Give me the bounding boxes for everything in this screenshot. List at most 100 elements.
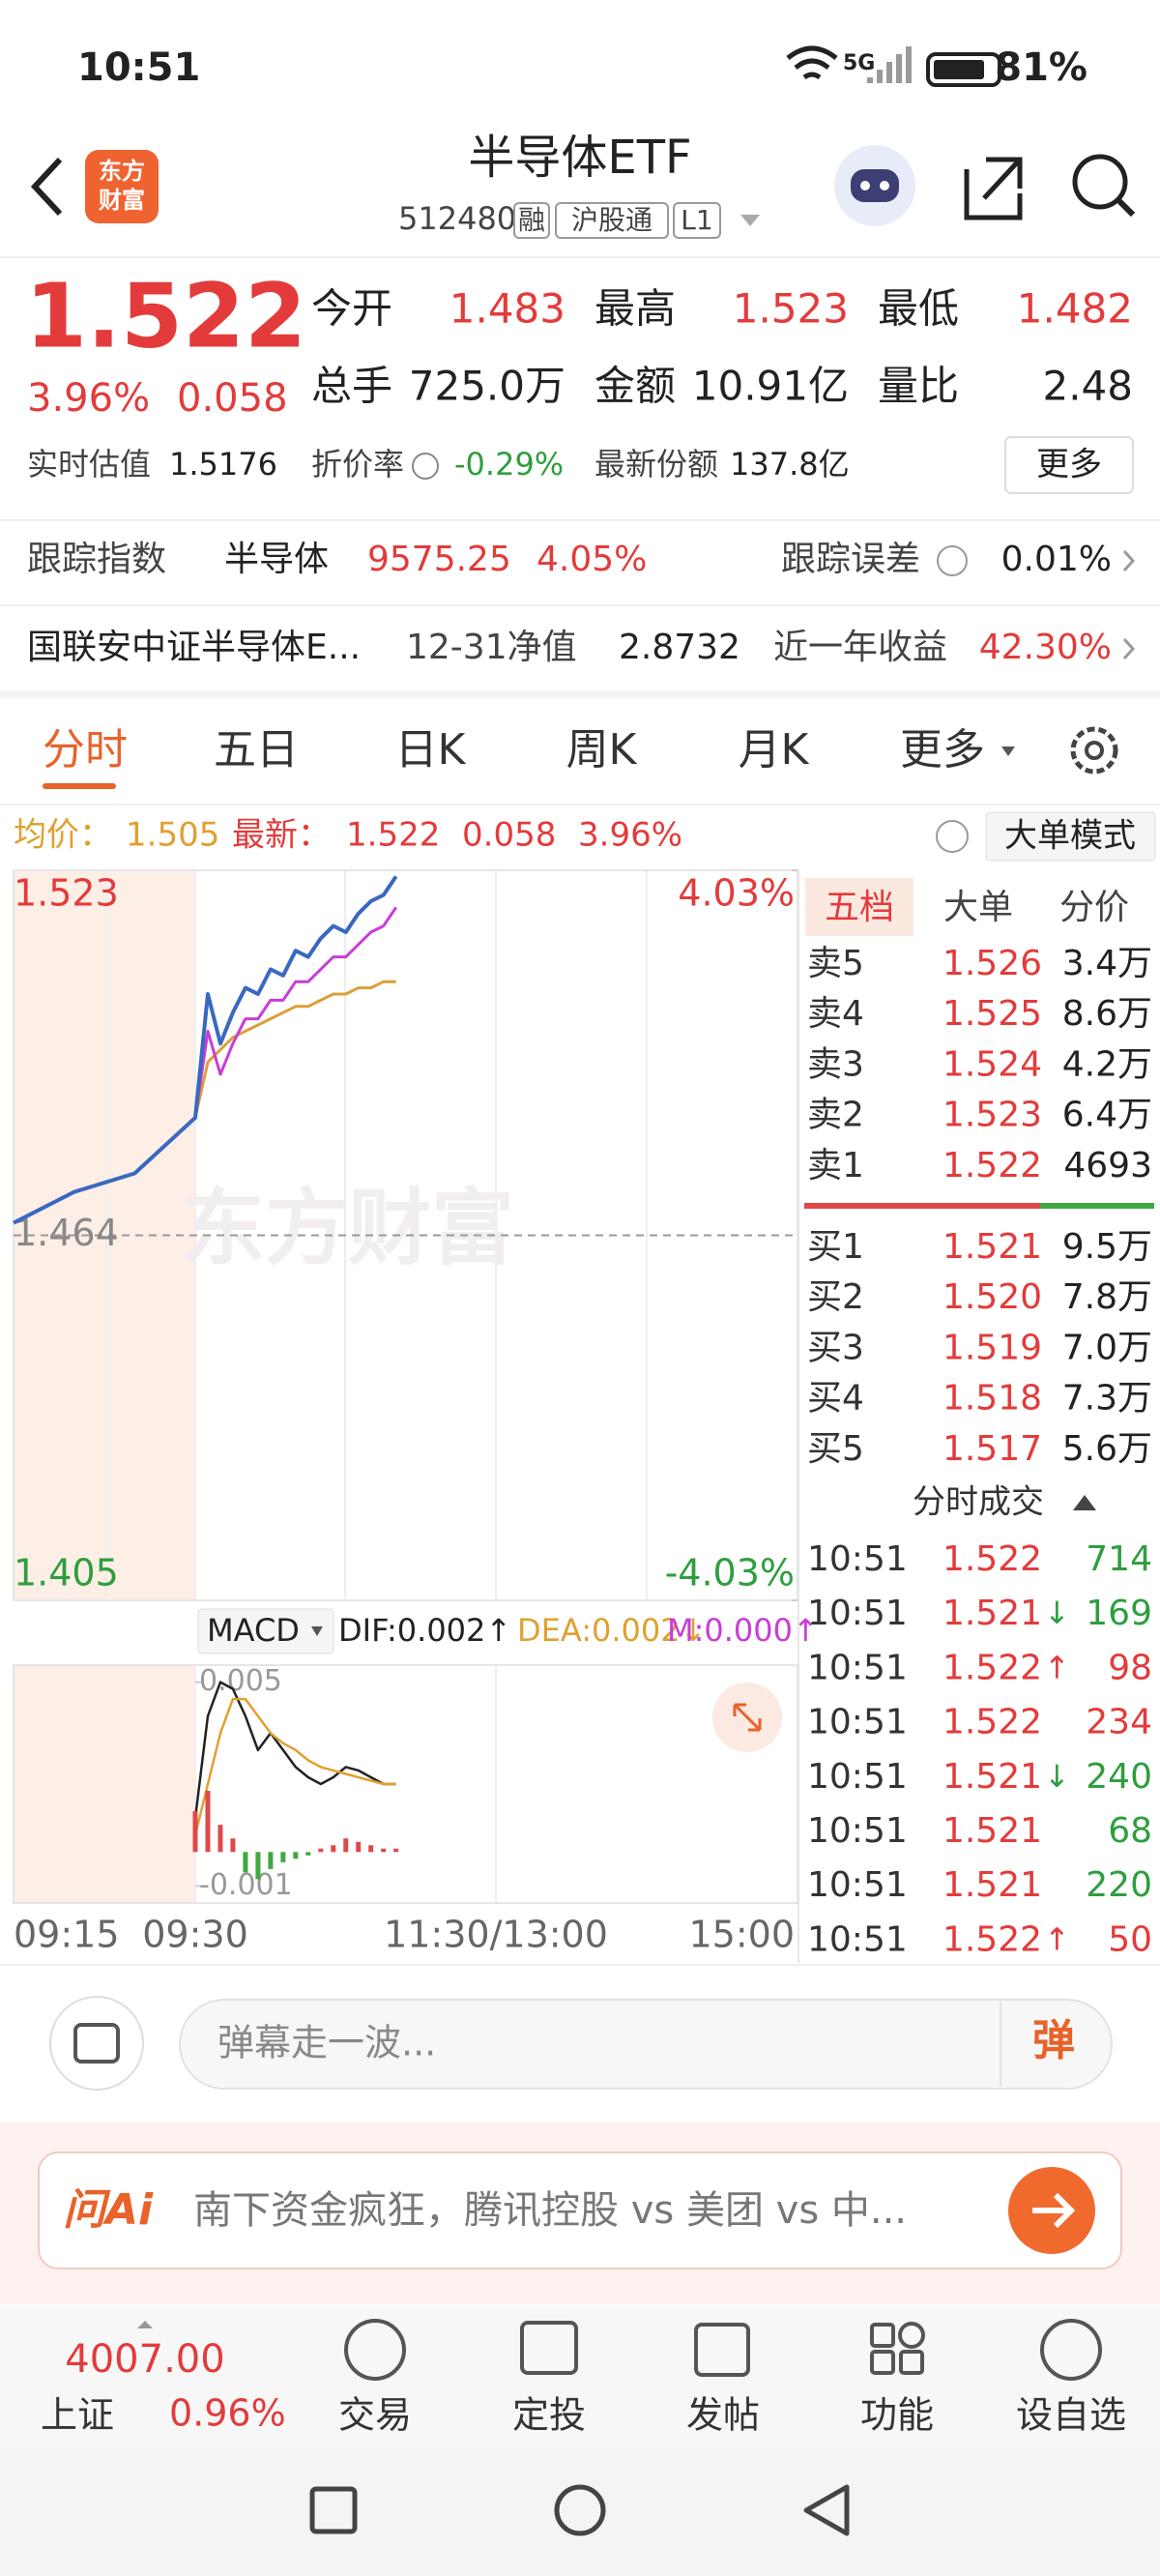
macd-bar: [343, 1838, 349, 1853]
logo-text: 财富: [99, 187, 145, 214]
comment-icon: [73, 2023, 120, 2064]
watermark: 东方财富: [182, 1180, 514, 1276]
sort-icon[interactable]: [1073, 1495, 1096, 1510]
danmaku-button[interactable]: 弹: [1032, 2016, 1075, 2065]
stat-label: 折价率: [311, 446, 404, 483]
dropdown-icon[interactable]: [740, 215, 760, 226]
nav-item[interactable]: 功能: [860, 2394, 934, 2437]
logo[interactable]: [85, 150, 159, 223]
clock: 10:51: [77, 45, 200, 90]
index-change: 4.05%: [536, 540, 647, 579]
recents-button[interactable]: [309, 2486, 358, 2534]
trades-title[interactable]: 分时成交: [913, 1483, 1044, 1522]
ai-card[interactable]: [38, 2152, 1122, 2269]
level-volume: 4.2万: [1062, 1044, 1152, 1084]
trade-time: 10:51: [807, 1811, 908, 1851]
more-button[interactable]: [1004, 436, 1134, 494]
share-button[interactable]: [964, 157, 1023, 220]
trade-arrow: ↑: [1044, 1920, 1070, 1957]
last-price: 1.522: [346, 816, 440, 855]
tab[interactable]: 分时: [43, 725, 128, 775]
macd-bar: [331, 1845, 336, 1853]
index-value: 9575.25: [367, 540, 511, 579]
tab[interactable]: 日K: [395, 725, 467, 775]
change-percent: 3.96%: [578, 816, 682, 855]
function-icon: [870, 2350, 895, 2375]
tab[interactable]: 更多: [900, 725, 985, 775]
level-label: 卖4: [807, 994, 864, 1034]
comment-toggle[interactable]: [49, 1996, 144, 2091]
ai-prompt[interactable]: 南下资金疯狂，腾讯控股 vs 美团 vs 中...: [193, 2188, 907, 2233]
wifi-icon: [786, 45, 838, 80]
tab[interactable]: 五日: [214, 725, 299, 775]
tab[interactable]: 周K: [566, 725, 638, 775]
function-icon: [898, 2322, 925, 2349]
mode-label[interactable]: 大单模式: [1004, 817, 1136, 856]
trade-time: 10:51: [807, 1757, 908, 1797]
back-system-button[interactable]: [803, 2484, 850, 2536]
level-volume: 9.5万: [1062, 1227, 1152, 1267]
comment-input[interactable]: [179, 1999, 1113, 2090]
y-tick-label: 0.005: [199, 1664, 282, 1698]
level-label: 买2: [807, 1277, 864, 1317]
settings-button[interactable]: [1070, 726, 1118, 775]
dropdown-icon[interactable]: [311, 1626, 323, 1636]
expand-index[interactable]: [137, 2321, 153, 2328]
trade-price: 1.522: [942, 1539, 1042, 1579]
macd-bar: [255, 1852, 261, 1880]
level-label: 卖2: [807, 1096, 864, 1135]
chevron[interactable]: [1122, 549, 1136, 572]
level-price: 1.521: [942, 1227, 1042, 1267]
stat-value: 1.523: [733, 285, 849, 333]
nav-item[interactable]: 设自选: [1016, 2394, 1126, 2437]
premarket-shade: [14, 1665, 195, 1903]
index-name[interactable]: 上证: [41, 2394, 114, 2437]
nav-item[interactable]: 交易: [338, 2394, 412, 2437]
stat-label: 总手: [311, 363, 392, 410]
index-change: 0.96%: [169, 2392, 286, 2435]
help-icon[interactable]: [937, 545, 968, 576]
change: 0.058: [177, 376, 288, 421]
buy-bar: [1040, 1203, 1154, 1209]
search-handle: [1116, 197, 1136, 218]
y-tick-label: -0.001: [199, 1868, 293, 1902]
nav-item[interactable]: 发帖: [686, 2394, 760, 2437]
indicator-name[interactable]: MACD: [207, 1612, 300, 1649]
tab[interactable]: 月K: [739, 725, 810, 775]
discount-info-icon[interactable]: [412, 453, 439, 480]
home-button[interactable]: [554, 2484, 606, 2536]
y-tick-label: 1.523: [14, 872, 119, 915]
order-book-tab[interactable]: 大单: [943, 888, 1013, 927]
stat-value: 137.8亿: [730, 446, 850, 483]
x-tick-label: 11:30/13:00: [384, 1914, 608, 1956]
index-value[interactable]: 4007.00: [65, 2337, 224, 2382]
nav-item[interactable]: 定投: [512, 2394, 586, 2437]
ai-logo: 问Ai: [63, 2185, 154, 2235]
level-volume: 6.4万: [1062, 1096, 1152, 1135]
trade-price: 1.522: [942, 1648, 1042, 1687]
help-icon[interactable]: [936, 820, 969, 853]
nav-label: 12-31净值: [406, 628, 577, 667]
macd-bar: [381, 1848, 387, 1853]
tag-box: [673, 202, 721, 239]
macd-bar: [368, 1845, 374, 1853]
level-volume: 4693: [1063, 1146, 1152, 1186]
price-line: [13, 875, 398, 1225]
more-button-label[interactable]: 更多: [1036, 446, 1102, 484]
mode-button[interactable]: [985, 811, 1156, 862]
dropdown-icon[interactable]: [1001, 746, 1015, 756]
chevron[interactable]: [1122, 637, 1136, 660]
section-gap: [0, 690, 1160, 698]
return: 42.30%: [979, 628, 1112, 667]
search-button[interactable]: [1072, 154, 1128, 210]
order-book-tab[interactable]: 五档: [825, 888, 894, 927]
tracking-error: 0.01%: [1001, 540, 1112, 579]
comment-placeholder[interactable]: 弹幕走一波...: [218, 2022, 436, 2064]
order-book-tab[interactable]: 分价: [1059, 888, 1129, 927]
indicator-select[interactable]: [197, 1608, 334, 1654]
macd-bar: [230, 1838, 236, 1853]
trade-time: 10:51: [807, 1703, 908, 1742]
back-button[interactable]: [30, 157, 63, 217]
stat-label: 量比: [878, 363, 959, 410]
